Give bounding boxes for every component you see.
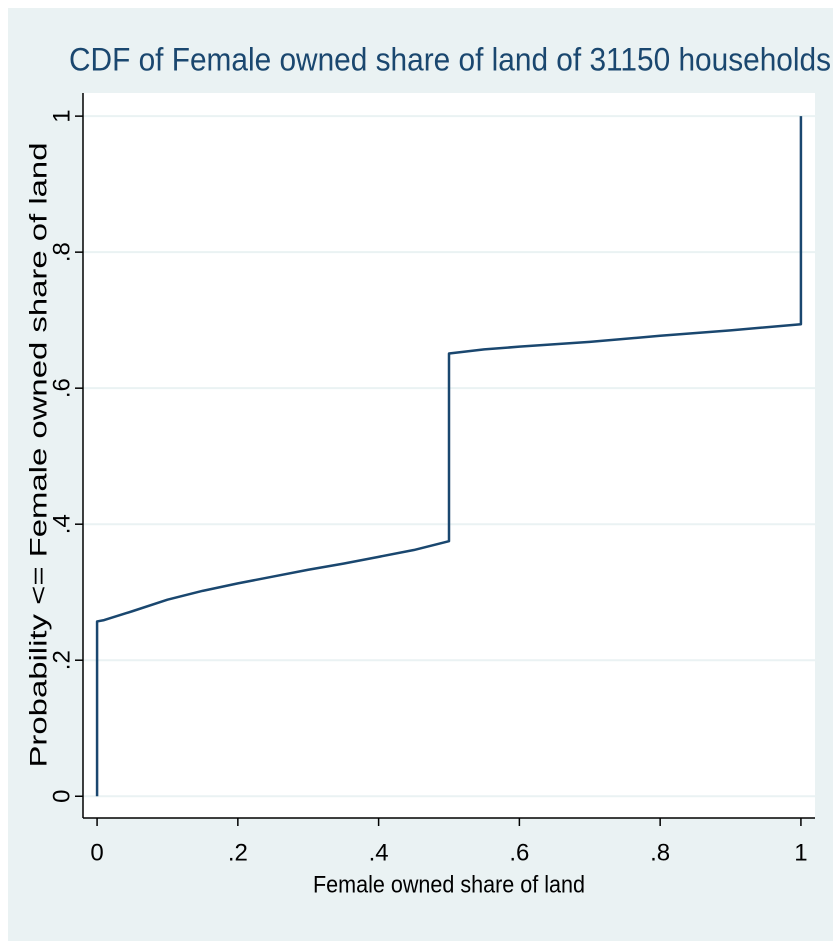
y-tick-label: .2 xyxy=(48,650,75,670)
x-tick-label: .2 xyxy=(228,839,248,866)
x-tick-label: 1 xyxy=(794,839,807,866)
x-axis-label: Female owned share of land xyxy=(313,871,585,898)
y-tick-label: .6 xyxy=(48,378,75,398)
y-tick-label: 0 xyxy=(48,790,75,803)
x-tick-label: .8 xyxy=(650,839,670,866)
chart-title: CDF of Female owned share of land of 311… xyxy=(69,41,831,77)
x-tick-label: .4 xyxy=(369,839,389,866)
y-tick-label: 1 xyxy=(48,109,75,122)
y-tick-label: .8 xyxy=(48,242,75,262)
cdf-line xyxy=(95,116,803,797)
y-axis-label: Probability <= Female owned share of lan… xyxy=(25,143,52,768)
y-tick-label: .4 xyxy=(48,514,75,534)
x-tick-label: .6 xyxy=(509,839,529,866)
x-tick-label: 0 xyxy=(90,839,103,866)
